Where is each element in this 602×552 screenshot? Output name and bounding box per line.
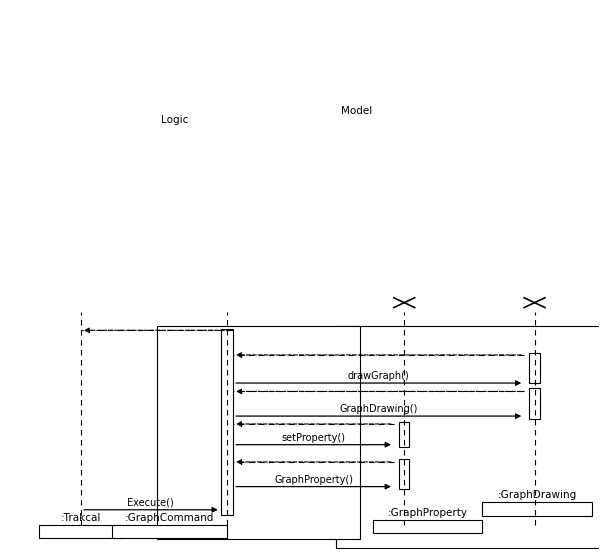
Bar <box>399 422 409 447</box>
Text: drawGraph(): drawGraph() <box>348 371 409 381</box>
Bar <box>399 459 409 489</box>
Bar <box>529 388 540 419</box>
Bar <box>373 519 482 533</box>
Text: setProperty(): setProperty() <box>282 433 346 443</box>
Bar <box>482 502 592 516</box>
Text: :GraphProperty: :GraphProperty <box>388 508 468 518</box>
Text: :GraphDrawing: :GraphDrawing <box>498 491 577 501</box>
Bar <box>337 326 602 548</box>
Text: Execute(): Execute() <box>128 498 174 508</box>
Bar <box>112 524 227 538</box>
Text: GraphProperty(): GraphProperty() <box>274 475 353 485</box>
Bar <box>529 353 540 383</box>
Text: :GraphCommand: :GraphCommand <box>125 513 214 523</box>
Text: :Trakcal: :Trakcal <box>61 513 101 523</box>
Text: GraphDrawing(): GraphDrawing() <box>340 404 418 414</box>
Bar <box>157 326 361 539</box>
Text: Logic: Logic <box>161 115 188 125</box>
Bar <box>221 329 233 514</box>
Text: Model: Model <box>341 107 372 116</box>
Bar <box>39 524 123 538</box>
